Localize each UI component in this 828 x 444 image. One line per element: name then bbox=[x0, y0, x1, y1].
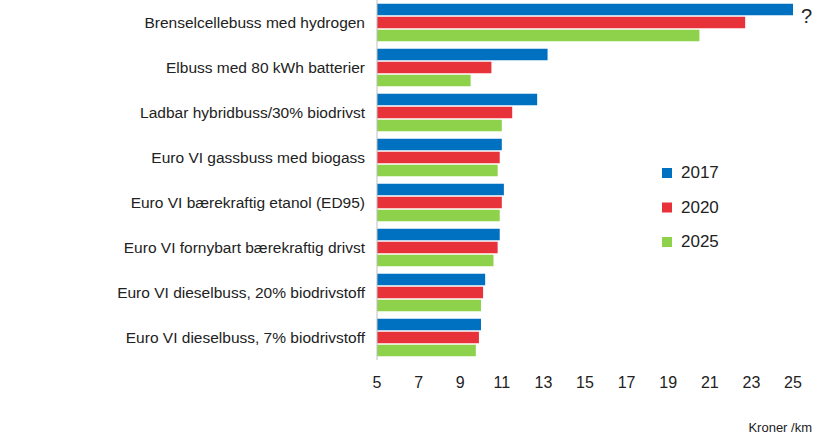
bar bbox=[377, 197, 502, 209]
tick-label: 7 bbox=[414, 374, 423, 391]
bar bbox=[377, 287, 483, 299]
bar bbox=[377, 210, 500, 222]
tick bbox=[418, 360, 419, 363]
legend-label: 2020 bbox=[681, 198, 719, 217]
bar bbox=[377, 4, 793, 16]
category-label: Euro VI fornybart bærekraftig drivst bbox=[124, 239, 366, 256]
category-label: Brenselcellebuss med hydrogen bbox=[144, 14, 365, 31]
bar bbox=[377, 165, 498, 177]
category-label: Euro VI bærekraftig etanol (ED95) bbox=[131, 194, 365, 211]
bar bbox=[377, 300, 481, 312]
tick bbox=[377, 360, 378, 363]
bar bbox=[377, 49, 548, 61]
tick bbox=[793, 360, 794, 363]
tick bbox=[751, 360, 752, 363]
tick-label: 15 bbox=[576, 374, 594, 391]
bar bbox=[377, 120, 502, 132]
bar bbox=[377, 30, 699, 42]
tick-label: 17 bbox=[618, 374, 636, 391]
tick bbox=[668, 360, 669, 363]
tick-label: 25 bbox=[784, 374, 802, 391]
bar bbox=[377, 17, 745, 29]
chart: Brenselcellebuss med hydrogen Elbuss med … bbox=[0, 0, 828, 444]
bar bbox=[377, 332, 479, 344]
tick bbox=[543, 360, 544, 363]
tick-label: 13 bbox=[535, 374, 553, 391]
legend-swatch bbox=[662, 203, 672, 213]
tick bbox=[501, 360, 502, 363]
tick-label: 9 bbox=[456, 374, 465, 391]
legend-label: 2017 bbox=[681, 163, 719, 182]
tick-label: 11 bbox=[493, 374, 510, 391]
bar bbox=[377, 345, 476, 357]
tick bbox=[709, 360, 710, 363]
bar bbox=[377, 184, 504, 196]
bar bbox=[377, 319, 481, 331]
category-label: Euro VI dieselbuss, 20% biodrivstoff bbox=[117, 284, 366, 301]
tick bbox=[460, 360, 461, 363]
legend-swatch bbox=[662, 237, 672, 247]
bar bbox=[377, 229, 500, 241]
tick-label: 21 bbox=[701, 374, 719, 391]
category-label: Ladbar hybridbuss/30% biodrivst bbox=[140, 104, 366, 121]
bars bbox=[377, 4, 793, 357]
bar bbox=[377, 274, 485, 286]
legend-label: 2025 bbox=[681, 232, 719, 251]
tick-label: 19 bbox=[659, 374, 677, 391]
bar bbox=[377, 255, 493, 267]
bar bbox=[377, 62, 491, 74]
category-label: Euro VI dieselbuss, 7% biodrivstoff bbox=[126, 329, 366, 346]
annotation: ? bbox=[801, 5, 812, 27]
category-label: Euro VI gassbuss med biogass bbox=[151, 149, 365, 166]
tick bbox=[626, 360, 627, 363]
legend-swatch bbox=[662, 168, 672, 178]
bar bbox=[377, 242, 498, 254]
bar bbox=[377, 107, 512, 119]
axis-line bbox=[377, 0, 378, 360]
tick-label: 5 bbox=[373, 374, 382, 391]
tick bbox=[585, 360, 586, 363]
bar bbox=[377, 139, 502, 151]
bar bbox=[377, 152, 500, 164]
bar bbox=[377, 75, 471, 87]
tick-label: 23 bbox=[743, 374, 761, 391]
axis-label: Kroner /km bbox=[748, 420, 812, 435]
bar bbox=[377, 94, 537, 106]
category-label: Elbuss med 80 kWh batterier bbox=[166, 59, 365, 76]
